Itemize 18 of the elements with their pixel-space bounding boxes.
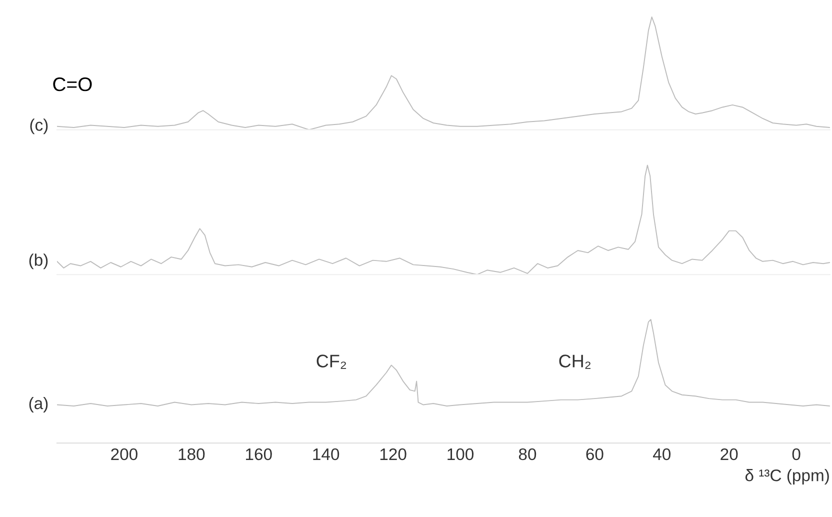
series-label: (b) <box>29 254 48 270</box>
annotation: C=O <box>53 77 92 92</box>
x-tick-label: 180 <box>178 448 205 460</box>
annotation: CF₂ <box>316 354 346 369</box>
x-tick-label: 160 <box>246 448 272 460</box>
x-tick-label: 20 <box>720 448 738 460</box>
x-tick-label: 200 <box>111 448 138 460</box>
x-tick-label: 80 <box>518 448 536 460</box>
x-tick-label: 120 <box>380 448 406 460</box>
x-tick-label: 140 <box>313 448 340 460</box>
x-tick-label: 0 <box>792 448 800 460</box>
x-tick-label: 40 <box>653 448 671 460</box>
x-tick-label: 60 <box>586 448 604 460</box>
annotation: CH₂ <box>559 354 590 369</box>
x-tick-label: 100 <box>448 448 474 460</box>
x-axis-title: δ ¹³C (ppm) <box>745 469 829 485</box>
series-label: (c) <box>30 118 48 134</box>
series-label: (a) <box>29 396 48 413</box>
